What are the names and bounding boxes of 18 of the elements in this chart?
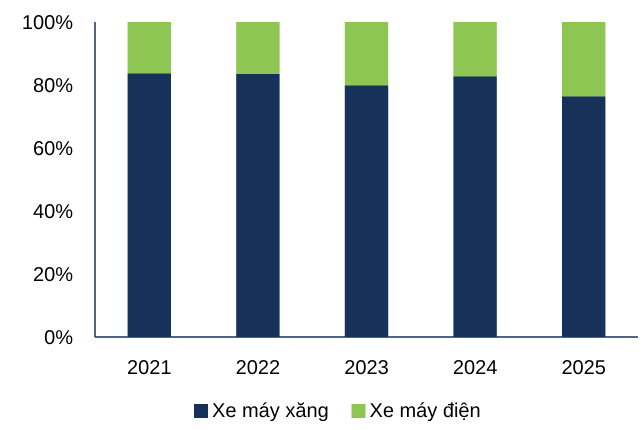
bar — [453, 22, 497, 76]
y-tick-label: 0% — [44, 327, 74, 349]
bar — [236, 22, 280, 74]
y-tick-label: 80% — [32, 75, 74, 97]
x-tick-label: 2024 — [452, 357, 498, 379]
bar — [128, 22, 172, 74]
y-tick-label: 60% — [32, 138, 74, 160]
x-tick-label: 2025 — [561, 357, 606, 379]
x-tick-label: 2022 — [236, 357, 280, 379]
y-tick-label: 20% — [32, 264, 74, 286]
bar — [344, 22, 388, 86]
legend-label: Xe máy xăng — [212, 400, 329, 422]
x-tick-label: 2021 — [127, 357, 172, 379]
legend-label: Xe máy điện — [370, 400, 481, 422]
bar — [562, 22, 606, 96]
y-tick-label: 40% — [32, 201, 74, 223]
x-tick-label: 2023 — [344, 357, 389, 379]
y-tick-label: 100% — [22, 12, 74, 34]
